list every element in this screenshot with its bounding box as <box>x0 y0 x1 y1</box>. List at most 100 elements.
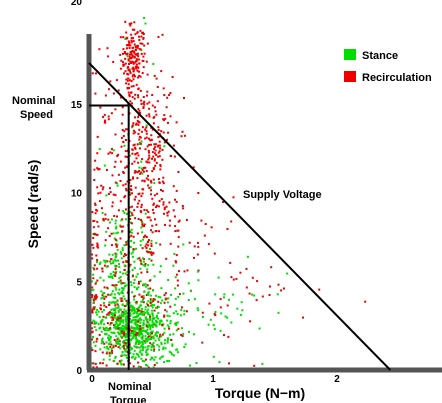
data-point-stance <box>149 294 152 297</box>
data-point-recirculation <box>136 143 139 146</box>
data-point-recirculation <box>139 328 142 330</box>
data-point-recirculation <box>197 192 200 194</box>
data-point-stance <box>141 347 144 350</box>
data-point-stance <box>114 284 117 286</box>
data-point-recirculation <box>283 287 285 290</box>
data-point-recirculation <box>109 345 112 348</box>
data-point-recirculation <box>134 170 137 172</box>
data-point-stance <box>133 327 136 330</box>
data-point-stance <box>175 348 178 351</box>
data-point-stance <box>155 361 158 364</box>
data-point-stance <box>163 361 166 364</box>
data-point-recirculation <box>93 168 96 171</box>
data-point-stance <box>123 325 126 328</box>
data-point-stance <box>231 293 234 296</box>
data-point-recirculation <box>123 305 126 308</box>
data-point-recirculation <box>148 154 151 157</box>
data-point-stance <box>145 351 147 354</box>
data-point-recirculation <box>143 44 146 47</box>
data-point-stance <box>112 274 115 277</box>
data-point-recirculation <box>270 266 273 269</box>
data-point-recirculation <box>136 119 139 122</box>
data-point-stance <box>96 261 98 263</box>
data-point-stance <box>121 247 124 250</box>
data-point-stance <box>166 319 169 322</box>
data-point-recirculation <box>90 296 93 299</box>
data-point-stance <box>144 305 147 308</box>
data-point-recirculation <box>128 55 131 58</box>
data-point-stance <box>220 312 223 315</box>
data-point-stance <box>130 240 133 242</box>
data-point-stance <box>120 313 123 316</box>
data-point-stance <box>132 312 135 315</box>
data-point-stance <box>126 55 129 58</box>
data-point-recirculation <box>146 73 149 76</box>
data-point-recirculation <box>125 208 127 211</box>
data-point-recirculation <box>92 299 95 302</box>
data-point-recirculation <box>135 157 138 160</box>
data-point-stance <box>157 331 160 334</box>
data-point-recirculation <box>192 166 195 169</box>
data-point-stance <box>100 290 103 293</box>
data-point-stance <box>129 210 132 213</box>
data-point-recirculation <box>177 236 180 239</box>
data-point-stance <box>113 258 116 261</box>
data-point-stance <box>142 324 145 327</box>
data-point-stance <box>131 255 134 258</box>
nominal-torque-label-line1: Nominal <box>108 381 151 393</box>
data-point-recirculation <box>137 108 140 111</box>
data-point-recirculation <box>135 122 138 125</box>
data-point-recirculation <box>155 206 157 209</box>
data-point-stance <box>147 321 150 324</box>
data-point-recirculation <box>109 187 111 190</box>
data-point-recirculation <box>123 51 126 53</box>
data-point-recirculation <box>132 132 135 135</box>
data-point-stance <box>156 320 159 323</box>
data-point-stance <box>115 322 118 325</box>
data-point-stance <box>137 315 139 317</box>
data-point-recirculation <box>176 284 179 287</box>
data-point-stance <box>131 269 134 271</box>
data-point-recirculation <box>136 232 139 235</box>
data-point-stance <box>120 319 123 322</box>
data-point-recirculation <box>219 306 222 309</box>
data-point-recirculation <box>137 121 140 124</box>
data-point-stance <box>114 222 117 225</box>
data-point-recirculation <box>143 225 145 228</box>
data-point-stance <box>117 231 119 234</box>
data-point-recirculation <box>116 303 119 306</box>
data-point-recirculation <box>117 173 120 176</box>
data-point-stance <box>122 287 125 290</box>
data-point-recirculation <box>110 258 113 261</box>
data-point-recirculation <box>162 87 165 90</box>
data-point-stance <box>226 316 229 319</box>
data-point-recirculation <box>139 111 142 114</box>
data-point-recirculation <box>145 243 148 246</box>
data-point-recirculation <box>114 194 117 197</box>
data-point-recirculation <box>91 310 94 313</box>
data-point-recirculation <box>131 205 133 208</box>
data-point-recirculation <box>123 196 126 199</box>
data-point-recirculation <box>168 224 171 227</box>
data-point-stance <box>149 248 151 250</box>
data-point-recirculation <box>121 106 124 109</box>
data-point-recirculation <box>141 247 144 250</box>
data-point-stance <box>118 277 121 280</box>
data-point-stance <box>163 145 166 148</box>
y-tick-label: 5 <box>76 277 82 288</box>
data-point-recirculation <box>92 226 95 229</box>
data-point-recirculation <box>130 52 133 55</box>
data-point-stance <box>151 289 154 292</box>
data-point-recirculation <box>136 32 139 34</box>
data-point-stance <box>100 320 103 323</box>
data-point-recirculation <box>117 209 120 212</box>
data-point-recirculation <box>93 264 96 267</box>
data-point-recirculation <box>134 186 137 189</box>
data-point-stance <box>151 357 154 360</box>
data-point-recirculation <box>134 53 137 56</box>
data-point-recirculation <box>94 159 97 162</box>
data-point-stance <box>105 265 108 268</box>
data-point-recirculation <box>145 114 148 117</box>
data-point-recirculation <box>178 219 181 222</box>
data-point-recirculation <box>122 172 125 174</box>
